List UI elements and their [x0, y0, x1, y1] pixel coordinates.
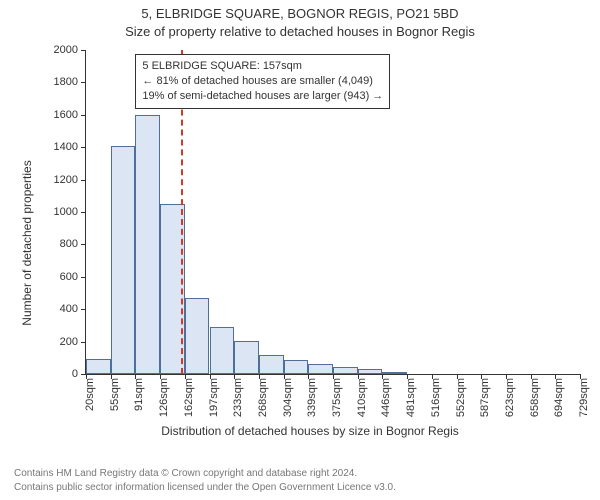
histogram-bar: [185, 298, 210, 374]
histogram-bar: [135, 115, 160, 374]
y-tick-label: 1200: [54, 174, 78, 186]
x-tick-label: 233sqm: [232, 378, 244, 417]
x-tick-label: 268sqm: [257, 378, 269, 417]
x-tick-label: 516sqm: [430, 378, 442, 417]
info-box-line2: ← 81% of detached houses are smaller (4,…: [142, 74, 383, 89]
y-tick-mark: [81, 212, 86, 213]
y-tick-label: 1400: [54, 141, 78, 153]
plot-area: 020040060080010001200140016001800200020s…: [85, 50, 580, 375]
x-tick-label: 658sqm: [529, 378, 541, 417]
chart-container: Number of detached properties 0200400600…: [30, 45, 590, 440]
x-tick-label: 126sqm: [158, 378, 170, 417]
y-tick-mark: [81, 277, 86, 278]
y-tick-mark: [81, 147, 86, 148]
histogram-bar: [284, 360, 309, 374]
x-axis-label: Distribution of detached houses by size …: [30, 424, 590, 438]
histogram-bar: [111, 146, 136, 374]
histogram-bar: [358, 369, 383, 374]
page-root: 5, ELBRIDGE SQUARE, BOGNOR REGIS, PO21 5…: [0, 0, 600, 500]
histogram-bar: [308, 364, 333, 374]
property-info-box: 5 ELBRIDGE SQUARE: 157sqm← 81% of detach…: [135, 54, 390, 109]
y-tick-label: 600: [60, 271, 78, 283]
y-tick-mark: [81, 180, 86, 181]
y-tick-mark: [81, 342, 86, 343]
x-tick-label: 304sqm: [282, 378, 294, 417]
histogram-bar: [234, 341, 259, 374]
y-tick-label: 1600: [54, 109, 78, 121]
y-tick-label: 400: [60, 303, 78, 315]
x-tick-label: 20sqm: [84, 378, 96, 411]
x-tick-label: 481sqm: [405, 378, 417, 417]
footer-attribution: Contains HM Land Registry data © Crown c…: [14, 467, 396, 494]
info-box-line1: 5 ELBRIDGE SQUARE: 157sqm: [142, 59, 383, 74]
x-tick-label: 410sqm: [356, 378, 368, 417]
x-tick-label: 552sqm: [455, 378, 467, 417]
x-tick-label: 375sqm: [331, 378, 343, 417]
chart-title-line2: Size of property relative to detached ho…: [0, 24, 600, 39]
x-tick-label: 162sqm: [183, 378, 195, 417]
y-tick-label: 1000: [54, 206, 78, 218]
histogram-bar: [86, 359, 111, 374]
histogram-bar: [210, 327, 235, 374]
x-tick-label: 694sqm: [553, 378, 565, 417]
x-tick-label: 446sqm: [380, 378, 392, 417]
y-tick-mark: [81, 309, 86, 310]
x-tick-label: 197sqm: [208, 378, 220, 417]
x-tick-label: 623sqm: [504, 378, 516, 417]
chart-title-line1: 5, ELBRIDGE SQUARE, BOGNOR REGIS, PO21 5…: [0, 6, 600, 21]
x-tick-label: 587sqm: [479, 378, 491, 417]
y-tick-label: 800: [60, 238, 78, 250]
y-tick-label: 2000: [54, 44, 78, 56]
footer-line1: Contains HM Land Registry data © Crown c…: [14, 467, 396, 481]
y-tick-label: 1800: [54, 76, 78, 88]
y-tick-mark: [81, 244, 86, 245]
y-tick-label: 0: [72, 368, 78, 380]
histogram-bar: [259, 355, 284, 374]
histogram-bar: [382, 372, 407, 374]
x-tick-label: 91sqm: [133, 378, 145, 411]
histogram-bar: [333, 367, 358, 374]
x-tick-label: 55sqm: [109, 378, 121, 411]
x-tick-label: 729sqm: [578, 378, 590, 417]
y-tick-mark: [81, 82, 86, 83]
y-tick-label: 200: [60, 336, 78, 348]
x-tick-label: 339sqm: [306, 378, 318, 417]
y-tick-mark: [81, 115, 86, 116]
y-tick-mark: [81, 50, 86, 51]
footer-line2: Contains public sector information licen…: [14, 481, 396, 495]
y-axis-label: Number of detached properties: [20, 160, 34, 325]
info-box-line3: 19% of semi-detached houses are larger (…: [142, 89, 383, 104]
